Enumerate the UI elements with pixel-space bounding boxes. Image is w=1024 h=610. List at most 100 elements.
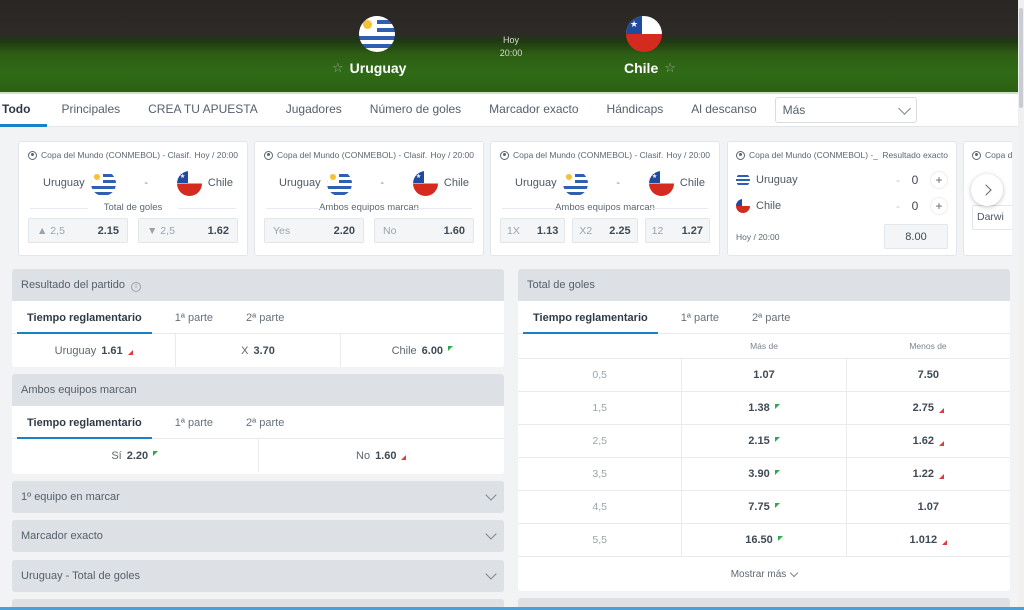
market-title: Ambos equipos marcan <box>21 384 137 396</box>
over-odd[interactable]: 3.90 <box>682 458 847 490</box>
increment-home-button[interactable]: + <box>930 171 948 189</box>
uruguay-flag-icon <box>90 170 116 196</box>
tab-todo[interactable]: Todo <box>0 94 48 127</box>
odd-button-x2[interactable]: X2 2.25 <box>572 218 638 243</box>
odd-button-yes[interactable]: Yes 2.20 <box>264 218 364 243</box>
goal-line: 0,5 <box>518 359 683 391</box>
under-odd[interactable]: 1.07 <box>847 491 1010 523</box>
odd-value: 2.15 <box>97 224 119 237</box>
over-odd[interactable]: 2.15 <box>682 425 847 457</box>
odd-value: 2.25 <box>609 224 631 237</box>
scrollbar-thumb[interactable] <box>1019 8 1023 108</box>
under-odd[interactable]: 1.22 <box>847 458 1010 490</box>
odd-value: 1.38 <box>748 402 770 414</box>
tab-crea-tu-apuesta[interactable]: CREA TU APUESTA <box>148 101 258 116</box>
tab-tiempo-reglamentario[interactable]: Tiempo reglamentario <box>17 312 152 334</box>
odd-home[interactable]: Uruguay 1.61 <box>12 334 177 367</box>
tab-segunda-parte[interactable]: 2ª parte <box>246 312 285 324</box>
market-first-team-to-score[interactable]: 1º equipo en marcar <box>12 481 504 513</box>
odd-no[interactable]: No 1.60 <box>259 439 505 472</box>
market-title: Marcador exacto <box>21 530 103 542</box>
odd-label: ▼ 2,5 <box>147 224 175 237</box>
odd-value: 16.50 <box>745 534 773 546</box>
odd-button-1x[interactable]: 1X 1.13 <box>500 218 566 243</box>
soccer-ball-icon <box>264 150 273 160</box>
player-odd-button[interactable]: Darwi <box>972 205 1012 230</box>
chevron-right-icon <box>979 184 992 196</box>
odd-draw[interactable]: X 3.70 <box>176 334 341 367</box>
quick-bet-card: Copa del Mundo (CONMEBOL) - Clasif. Hoy … <box>18 141 248 256</box>
decrement-home-button[interactable]: - <box>896 173 900 187</box>
odd-button-under[interactable]: ▼ 2,5 1.62 <box>138 218 238 243</box>
market-title: Total de goles <box>527 279 595 291</box>
goal-line: 1,5 <box>518 392 683 424</box>
favorite-star-icon[interactable]: ☆ <box>332 60 344 75</box>
tab-segunda-parte[interactable]: 2ª parte <box>246 417 285 429</box>
under-odd[interactable]: 1.62 <box>847 425 1010 457</box>
odd-value: 1.13 <box>536 224 559 237</box>
tab-handicaps[interactable]: Hándicaps <box>606 101 664 116</box>
home-team-name: Uruguay <box>515 177 557 189</box>
tab-tiempo-reglamentario[interactable]: Tiempo reglamentario <box>523 312 658 334</box>
odd-value: 1.62 <box>912 435 935 447</box>
odd-button-no[interactable]: No 1.60 <box>374 218 474 243</box>
trend-up-icon <box>939 440 945 446</box>
table-row: 5,5 16.50 1.012 <box>518 524 1010 557</box>
trend-up-icon <box>939 407 945 413</box>
favorite-star-icon[interactable]: ☆ <box>664 60 676 75</box>
away-team-name: Chile <box>679 177 705 189</box>
tab-primera-parte[interactable]: 1ª parte <box>174 417 214 429</box>
market-name: Resultado exacto <box>882 150 948 160</box>
odd-value: 1.27 <box>681 224 703 237</box>
match-datetime: Hoy / 20:00 <box>194 150 238 160</box>
odd-value: 1.07 <box>917 501 940 513</box>
tab-jugadores[interactable]: Jugadores <box>285 101 342 116</box>
market-tabs: Todo Principales CREA TU APUESTA Jugador… <box>0 94 1018 127</box>
more-markets-select[interactable]: Más <box>774 97 917 123</box>
soccer-ball-icon <box>500 150 509 160</box>
exact-score-odd-button[interactable]: 8.00 <box>884 224 948 249</box>
tab-segunda-parte[interactable]: 2ª parte <box>752 312 791 324</box>
quick-bet-card: Copa del Mundo (CONMEBOL) - Clasif. Hoy … <box>254 141 484 256</box>
chevron-down-icon <box>485 528 497 540</box>
increment-away-button[interactable]: + <box>930 197 948 215</box>
tab-tiempo-reglamentario[interactable]: Tiempo reglamentario <box>17 417 152 439</box>
page-scrollbar[interactable] <box>1018 0 1024 610</box>
odd-value: 6.00 <box>421 344 444 357</box>
under-odd[interactable]: 7.50 <box>847 359 1010 391</box>
home-team: ☆ Uruguay <box>332 16 406 76</box>
odd-label: No <box>383 224 397 237</box>
tab-al-descanso[interactable]: Al descanso <box>691 101 757 116</box>
market-next-collapsed[interactable] <box>12 599 504 610</box>
odd-value: 1.07 <box>753 369 775 381</box>
odd-yes[interactable]: Sí 2.20 <box>12 439 259 472</box>
over-odd[interactable]: 16.50 <box>682 524 847 556</box>
market-exact-score[interactable]: Marcador exacto <box>12 520 504 552</box>
tab-principales[interactable]: Principales <box>61 101 121 116</box>
over-odd[interactable]: 1.07 <box>682 359 847 391</box>
separator: - <box>144 177 149 189</box>
tab-marcador-exacto[interactable]: Marcador exacto <box>489 101 579 116</box>
odd-button-12[interactable]: 12 1.27 <box>644 218 710 243</box>
under-odd[interactable]: 2.75 <box>847 392 1010 424</box>
trend-up-icon <box>939 473 945 479</box>
over-odd[interactable]: 7.75 <box>682 491 847 523</box>
show-more-button[interactable]: Mostrar más <box>518 557 1010 591</box>
decrement-away-button[interactable]: - <box>896 199 900 213</box>
carousel-next-button[interactable] <box>971 174 1003 206</box>
match-datetime: Hoy / 20:00 <box>430 150 474 160</box>
odd-away[interactable]: Chile 6.00 <box>341 334 504 367</box>
odd-button-over[interactable]: ▲ 2,5 2.15 <box>28 218 128 243</box>
odd-value: 2.20 <box>333 224 355 237</box>
table-row: 4,5 7.75 1.07 <box>518 491 1010 524</box>
tab-primera-parte[interactable]: 1ª parte <box>174 312 214 324</box>
market-uruguay-total-goals[interactable]: Uruguay - Total de goles <box>12 560 504 592</box>
info-icon[interactable]: i <box>130 281 141 292</box>
odd-label: ▲ 2,5 <box>37 224 65 237</box>
under-odd[interactable]: 1.012 <box>847 524 1010 556</box>
tab-numero-de-goles[interactable]: Número de goles <box>369 101 462 116</box>
table-row: 0,5 1.07 7.50 <box>518 359 1010 392</box>
over-odd[interactable]: 1.38 <box>682 392 847 424</box>
odd-label: X <box>241 344 249 357</box>
tab-primera-parte[interactable]: 1ª parte <box>680 312 720 324</box>
